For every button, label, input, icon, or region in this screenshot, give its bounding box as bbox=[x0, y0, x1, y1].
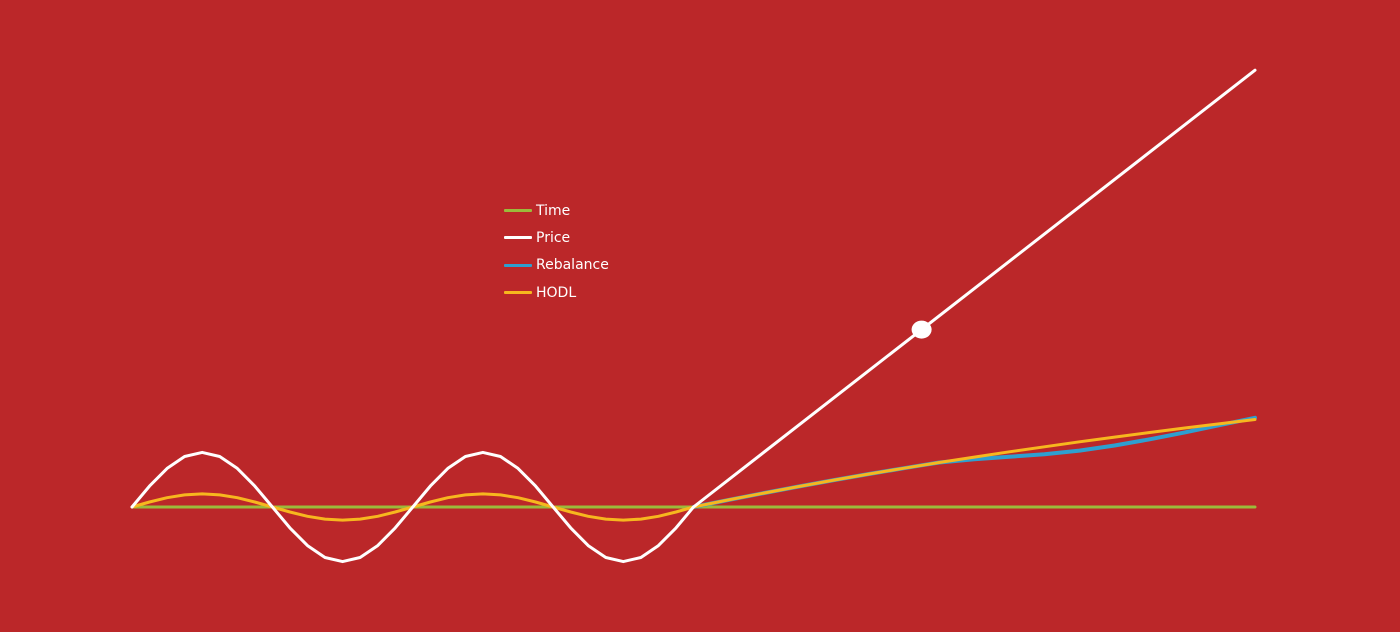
legend-label-rebalance: Rebalance bbox=[536, 257, 609, 274]
legend-item-price: Price bbox=[504, 224, 644, 251]
legend-label-hodl: HODL bbox=[536, 284, 577, 301]
legend-swatch-price bbox=[504, 236, 532, 240]
marker-layer bbox=[911, 320, 932, 339]
legend-swatch-time bbox=[504, 209, 532, 213]
series-layer bbox=[130, 68, 1257, 564]
legend: Time Price Rebalance HODL bbox=[504, 197, 644, 306]
legend-swatch-hodl bbox=[504, 291, 532, 295]
legend-item-rebalance: Rebalance bbox=[504, 252, 644, 279]
legend-swatch-rebalance bbox=[504, 263, 532, 267]
legend-label-price: Price bbox=[536, 229, 571, 246]
data-point-marker-price bbox=[911, 320, 932, 339]
series-line-price bbox=[130, 68, 1257, 564]
legend-item-time: Time bbox=[504, 197, 644, 224]
legend-item-hodl: HODL bbox=[504, 279, 644, 306]
legend-label-time: Time bbox=[536, 202, 571, 219]
